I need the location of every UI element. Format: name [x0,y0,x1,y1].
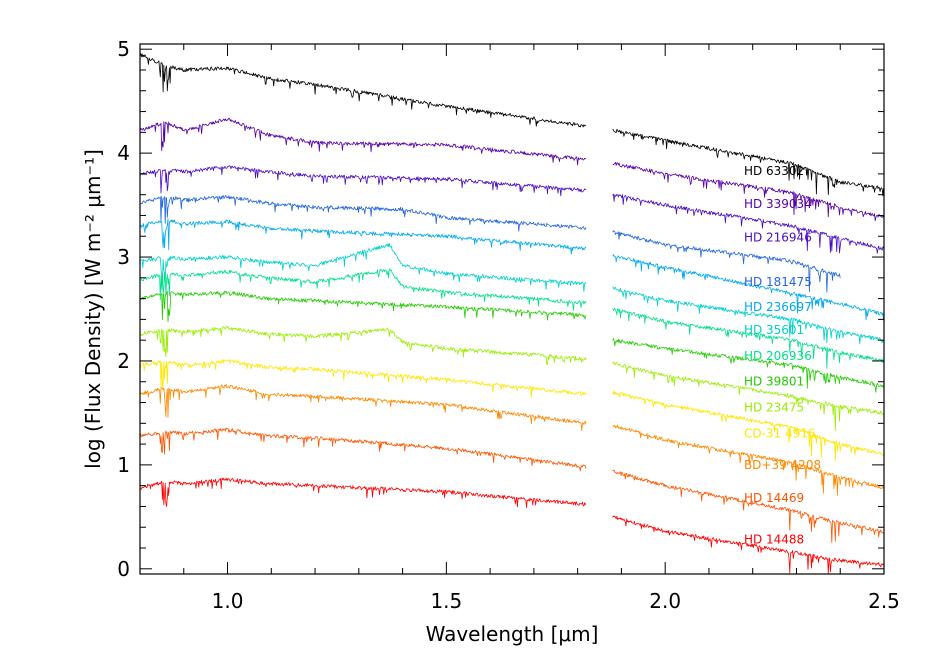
series-label-hd-181475: HD 181475 [744,275,812,289]
x-tick-label: 2.5 [868,589,900,613]
y-tick-label: 5 [117,37,130,61]
series-label-hd-39801: HD 39801 [744,375,804,389]
x-tick-label: 1.5 [430,589,462,613]
series-label-bd-39-4208: BD+39 4208 [744,458,821,472]
y-tick-label: 4 [117,141,130,165]
series-label-hd-35601: HD 35601 [744,323,804,337]
y-tick-label: 1 [117,453,130,477]
series-line-hd-14488-seg0 [139,477,587,508]
series-line-hd-216946-seg1 [612,193,884,254]
series-line-hd-236697-seg1 [612,254,884,321]
y-tick-label: 0 [117,557,130,581]
series-label-hd-14469: HD 14469 [744,491,804,505]
series-label-hd-236697: HD 236697 [744,300,812,314]
y-tick-label: 3 [117,245,130,269]
series-line-hd-339034-seg0 [139,117,586,166]
series-label-hd-23475: HD 23475 [744,401,804,415]
series-line-hd-206936-seg1 [612,307,884,370]
minor-ticks [139,44,884,574]
series-label-hd-216946: HD 216946 [744,230,812,244]
series-line-hd-35601-seg1 [612,286,884,345]
series-labels: HD 63302 HD 339034 HD 216946 HD 181475 HD 23… [744,164,821,547]
plot-frame [139,43,885,575]
y-axis-title: log (Flux Density) [W m⁻² μm⁻¹] [81,149,105,469]
series-line-hd-216946-seg0 [139,165,587,197]
x-axis-title: Wavelength [μm] [426,622,599,646]
series-line-hd-14488-seg1 [612,515,884,574]
series-line-hd-63302-seg1 [612,128,884,197]
series-line-hd-35601-seg0 [139,243,587,292]
series-label-hd-206936: HD 206936 [744,349,812,363]
x-tick-label: 2.0 [649,589,681,613]
y-tick-label: 2 [117,349,130,373]
series-line-cd-31-4916-seg1 [612,390,884,461]
series-label-hd-339034: HD 339034 [744,197,812,211]
series-line-bd-39-4208-seg0 [139,383,587,431]
series-line-hd-339034-seg1 [612,162,884,222]
series-line-hd-23475-seg0 [139,325,587,365]
tick-labels: 1.0 1.5 2.0 2.5 0 1 2 3 4 5 [117,37,900,613]
series-line-hd-181475-seg0 [139,195,587,232]
major-ticks [140,44,885,574]
series-line-hd-206936-seg0 [139,268,587,311]
series-line-bd-39-4208-seg1 [612,424,884,496]
series-line-cd-31-4916-seg0 [139,359,587,398]
x-tick-label: 1.0 [212,589,244,613]
series-label-hd-14488: HD 14488 [744,533,804,547]
series-line-hd-39801-seg0 [139,290,587,323]
series-line-hd-23475-seg1 [612,361,884,431]
series-line-hd-236697-seg0 [139,218,587,255]
series-line-hd-14469-seg1 [612,469,884,543]
series-line-hd-39801-seg1 [612,338,884,393]
series-line-hd-14469-seg0 [139,427,587,472]
series-line-hd-181475-seg1 [612,230,841,293]
series-label-hd-63302: HD 63302 [744,164,804,178]
series-layer [139,53,884,574]
series-label-cd-31-4916: CD-31 4916 [744,427,816,441]
series-line-hd-63302-seg0 [139,53,587,128]
